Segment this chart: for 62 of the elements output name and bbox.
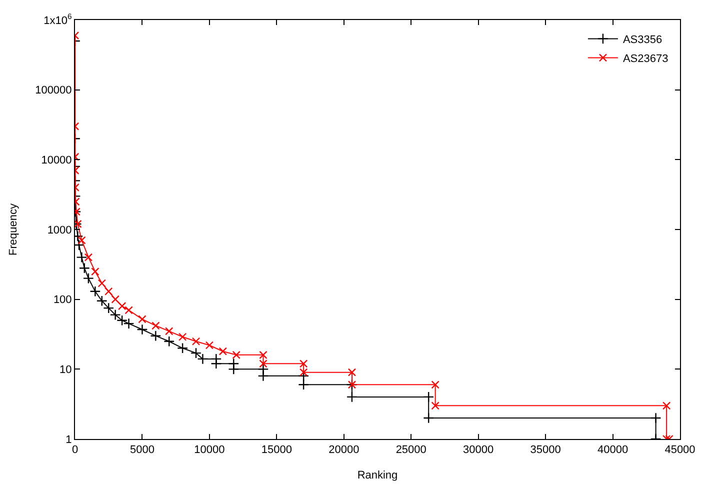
x-tick-label: 20000 bbox=[328, 444, 360, 456]
point bbox=[98, 279, 106, 288]
point bbox=[299, 368, 308, 376]
point bbox=[299, 360, 308, 368]
x-tick-label: 25000 bbox=[396, 444, 426, 456]
point bbox=[431, 380, 440, 389]
y-tick-label: 10000 bbox=[41, 154, 72, 167]
x-tick-label: 15000 bbox=[261, 444, 292, 456]
point bbox=[152, 322, 160, 330]
point bbox=[298, 379, 310, 390]
point bbox=[177, 342, 188, 354]
point bbox=[210, 358, 222, 370]
point bbox=[111, 295, 120, 304]
point bbox=[90, 286, 101, 297]
point bbox=[165, 327, 174, 336]
y-tick-label: 100 bbox=[53, 294, 72, 306]
point bbox=[75, 239, 85, 250]
x-tick-label: 5000 bbox=[130, 444, 154, 456]
point bbox=[78, 262, 90, 274]
legend-label: AS3356 bbox=[622, 34, 662, 46]
point bbox=[218, 347, 227, 356]
point bbox=[150, 330, 162, 342]
x-tick-label: 0 bbox=[72, 444, 78, 456]
point bbox=[348, 368, 356, 376]
point bbox=[124, 306, 133, 314]
y-tick-label: 10 bbox=[60, 364, 72, 376]
x-tick-label: 45000 bbox=[664, 444, 696, 456]
point bbox=[91, 267, 100, 276]
point bbox=[423, 412, 434, 424]
x-axis-title: Ranking bbox=[357, 469, 398, 482]
x-tick-label: 35000 bbox=[530, 444, 561, 456]
x-tick-label: 10000 bbox=[194, 444, 225, 456]
point bbox=[78, 236, 86, 244]
point bbox=[136, 324, 148, 335]
point bbox=[346, 391, 358, 402]
y-axis-title: Frequency bbox=[8, 203, 20, 256]
point bbox=[104, 287, 113, 296]
x-tick-label: 40000 bbox=[597, 444, 628, 456]
point bbox=[431, 402, 440, 410]
point bbox=[164, 336, 175, 347]
point bbox=[84, 253, 93, 262]
point bbox=[232, 350, 240, 360]
point bbox=[138, 315, 146, 324]
point bbox=[118, 302, 126, 310]
point bbox=[192, 337, 200, 346]
legend-label: AS23673 bbox=[622, 52, 668, 65]
point bbox=[76, 252, 88, 263]
x-tick-label: 30000 bbox=[463, 444, 494, 456]
point bbox=[205, 341, 214, 350]
point bbox=[178, 332, 187, 341]
y-tick-label: 1x10$^{6}$ bbox=[44, 12, 72, 27]
point bbox=[258, 370, 269, 382]
point bbox=[228, 364, 240, 375]
point bbox=[259, 360, 268, 368]
y-tick-label: 1 bbox=[66, 434, 72, 446]
point bbox=[423, 391, 434, 402]
y-tick-label: 100000 bbox=[35, 84, 72, 97]
point bbox=[82, 272, 94, 284]
point bbox=[259, 350, 268, 360]
point bbox=[662, 402, 671, 410]
y-tick-label: 1000 bbox=[47, 224, 72, 236]
point bbox=[650, 412, 662, 424]
